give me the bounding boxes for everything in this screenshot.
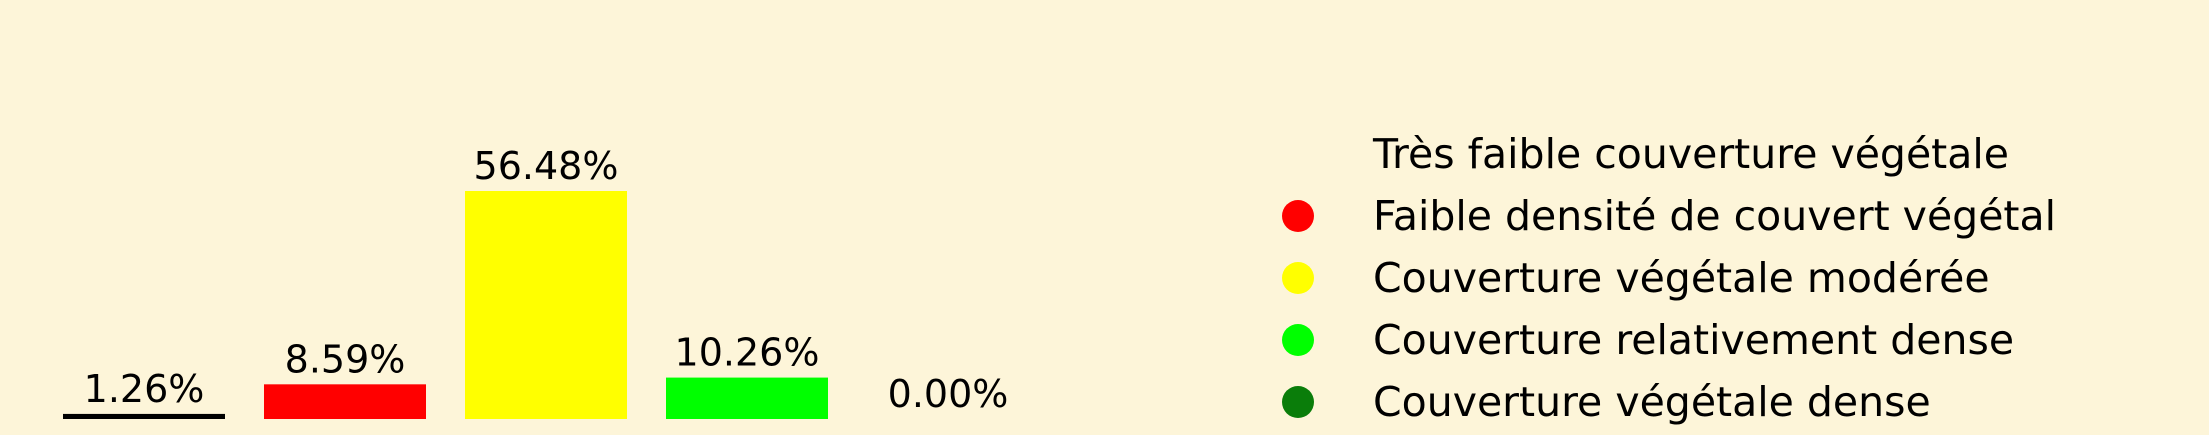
legend-label-3: Couverture végétale modérée — [1373, 254, 1990, 302]
bar-2 — [264, 384, 426, 419]
legend-label-5: Couverture végétale dense — [1373, 378, 1931, 426]
legend-marker-5 — [1282, 386, 1314, 418]
bar-3 — [465, 191, 627, 419]
bar-value-label-3: 56.48% — [474, 144, 619, 188]
bar-1 — [63, 413, 225, 419]
legend-marker-2 — [1282, 200, 1314, 232]
legend-marker-4 — [1282, 324, 1314, 356]
legend: Très faible couverture végétale Faible de… — [1282, 130, 2056, 426]
bars — [63, 191, 828, 419]
value-labels: 1.26% 8.59% 56.48% 10.26% 0.00% — [84, 144, 1009, 416]
bar-value-label-5: 0.00% — [888, 372, 1009, 416]
bar-value-label-2: 8.59% — [285, 337, 406, 381]
legend-label-4: Couverture relativement dense — [1373, 316, 2014, 364]
bar-4 — [666, 377, 828, 419]
legend-marker-3 — [1282, 262, 1314, 294]
legend-marker-1 — [1282, 138, 1314, 170]
legend-label-1: Très faible couverture végétale — [1372, 130, 2009, 178]
bar-value-label-4: 10.26% — [675, 331, 820, 375]
legend-label-2: Faible densité de couvert végétal — [1373, 192, 2056, 240]
bar-value-label-1: 1.26% — [84, 367, 205, 411]
